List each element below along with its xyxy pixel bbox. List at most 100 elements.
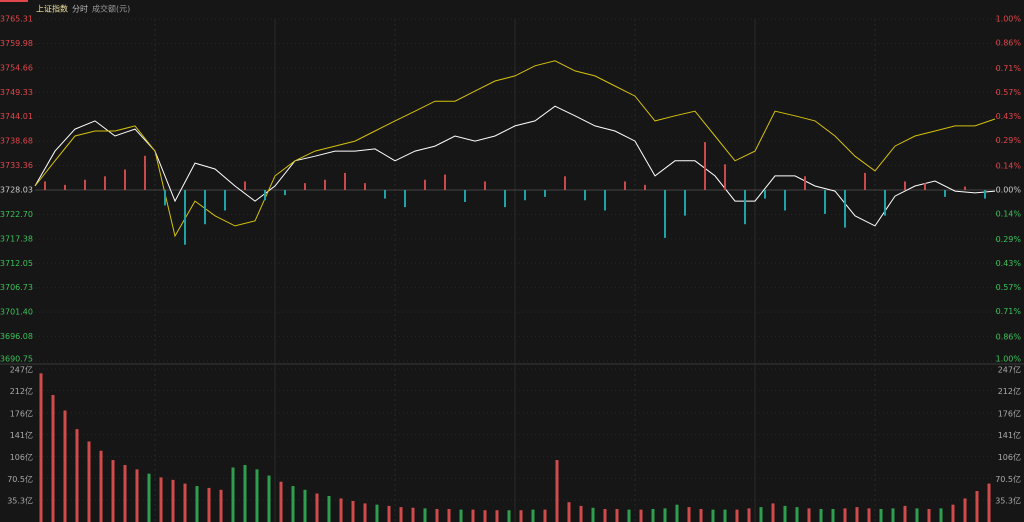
y-tick-label: 3712.05 — [0, 259, 33, 268]
breadth-bar — [284, 190, 286, 196]
indicator-label[interactable]: 成交额(元) — [92, 4, 130, 14]
y-tick-label: 3759.98 — [0, 39, 33, 48]
y2-tick-label: 1.00% — [996, 355, 1022, 364]
volume-bar — [327, 495, 331, 522]
volume-bar — [159, 477, 163, 522]
breadth-bar — [884, 190, 886, 216]
volume-tick-label-right: 141亿 — [998, 430, 1021, 440]
breadth-bar — [564, 176, 566, 190]
volume-bar — [819, 508, 823, 522]
volume-bar — [951, 504, 955, 522]
volume-tick-label: 247亿 — [10, 365, 33, 375]
price-line — [34, 105, 996, 227]
breadth-bar — [124, 169, 126, 190]
tab-indicator — [0, 0, 28, 2]
volume-bar — [363, 503, 367, 522]
volume-bar — [735, 509, 739, 522]
price-line — [34, 60, 996, 238]
breadth-bar — [944, 190, 946, 197]
volume-bar — [795, 507, 799, 522]
breadth-bar — [784, 190, 786, 211]
volume-bar — [927, 508, 931, 522]
volume-tick-label-right: 106亿 — [998, 452, 1021, 462]
volume-bar — [279, 481, 283, 522]
breadth-bar — [644, 184, 646, 190]
volume-bar — [603, 508, 607, 522]
volume-bar — [219, 489, 223, 522]
y2-tick-label: 0.71% — [996, 64, 1022, 73]
volume-bar — [387, 505, 391, 522]
volume-bar — [111, 460, 115, 522]
breadth-bar — [324, 179, 326, 190]
breadth-bar — [424, 179, 426, 190]
volume-bar — [903, 505, 907, 522]
y2-tick-label: 0.86% — [996, 38, 1022, 47]
volume-bar — [423, 508, 427, 522]
volume-bar — [651, 508, 655, 522]
volume-bar — [987, 483, 991, 522]
breadth-bar — [444, 174, 446, 190]
volume-bar — [291, 486, 295, 522]
breadth-bar — [484, 181, 486, 190]
volume-bar — [195, 486, 199, 522]
breadth-bar — [244, 181, 246, 190]
volume-bar — [267, 475, 271, 522]
volume-bar — [747, 508, 751, 522]
y-tick-label: 3754.66 — [0, 63, 33, 72]
volume-bar — [567, 502, 571, 522]
breadth-bar — [264, 190, 266, 201]
breadth-bar — [204, 190, 206, 225]
y-tick-label: 3733.36 — [0, 161, 33, 170]
breadth-bar — [464, 190, 466, 202]
y2-tick-label: 0.29% — [996, 136, 1022, 145]
breadth-bar — [544, 190, 546, 197]
mode-label[interactable]: 分时 — [72, 4, 88, 14]
volume-bar — [39, 373, 43, 522]
volume-tick-label-right: 247亿 — [998, 365, 1021, 375]
volume-bar — [411, 507, 415, 522]
volume-bar — [711, 509, 715, 522]
y2-tick-label: 0.71% — [996, 307, 1022, 316]
y-tick-label: 3744.01 — [0, 112, 33, 121]
volume-tick-label-right: 212亿 — [998, 386, 1021, 396]
volume-bar — [963, 498, 967, 522]
volume-bar — [579, 505, 583, 522]
volume-bar — [759, 507, 763, 522]
breadth-bar — [924, 183, 926, 190]
breadth-bar — [104, 176, 106, 190]
volume-tick-label: 141亿 — [10, 430, 33, 440]
volume-bar — [675, 504, 679, 522]
breadth-bar — [904, 181, 906, 190]
volume-tick-label: 212亿 — [10, 386, 33, 396]
volume-bar — [783, 505, 787, 522]
volume-bar — [339, 498, 343, 522]
breadth-bar — [84, 179, 86, 190]
volume-bar — [231, 467, 235, 522]
breadth-bar — [684, 190, 686, 216]
volume-bar — [843, 508, 847, 522]
y-tick-label: 3738.68 — [0, 137, 33, 146]
volume-bar — [879, 508, 883, 522]
volume-bar — [663, 508, 667, 522]
volume-bar — [495, 510, 499, 522]
volume-bar — [315, 493, 319, 522]
volume-bar — [87, 441, 91, 522]
volume-bar — [699, 508, 703, 522]
y2-tick-label: 0.43% — [996, 112, 1022, 121]
volume-bar — [507, 510, 511, 522]
breadth-bar — [744, 190, 746, 225]
volume-bar — [915, 508, 919, 522]
breadth-bar — [504, 190, 506, 208]
volume-tick-label: 35.3亿 — [7, 496, 33, 506]
volume-bar — [435, 508, 439, 522]
volume-bar — [855, 507, 859, 522]
volume-tick-label: 176亿 — [10, 408, 33, 418]
volume-bar — [807, 508, 811, 522]
y-tick-label: 3717.38 — [0, 234, 33, 243]
y-tick-label: 3696.08 — [0, 332, 33, 341]
volume-bar — [867, 508, 871, 522]
breadth-bar — [844, 190, 846, 228]
index-title[interactable]: 上证指数 — [36, 4, 68, 14]
volume-bar — [459, 509, 463, 522]
